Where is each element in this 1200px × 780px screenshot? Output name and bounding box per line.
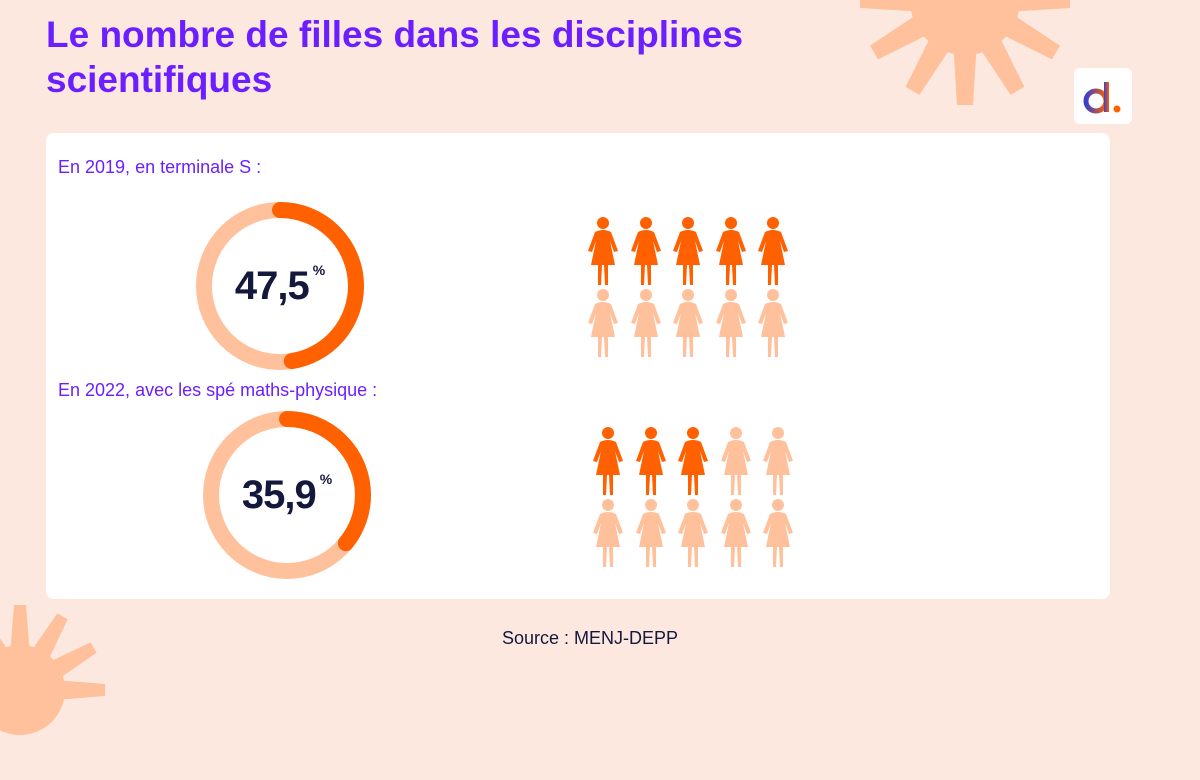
woman-icon-filled (678, 427, 708, 495)
woman-icon-filled (630, 217, 661, 285)
chart-card: En 2019, en terminale S : 47,5% En 2022,… (46, 133, 1110, 599)
donut-2022: 35,9% (201, 409, 373, 581)
label-2022: En 2022, avec les spé maths-physique : (58, 380, 378, 400)
woman-icon-empty (758, 289, 788, 357)
donut-svg (203, 411, 371, 579)
donut-2019: 47,5% (194, 200, 366, 372)
logo (1074, 68, 1132, 124)
woman-icon-filled (593, 427, 623, 495)
woman-icon-filled (635, 427, 666, 495)
pictogram-2019 (583, 215, 796, 359)
donut-unit: % (319, 471, 333, 487)
donut-value: 35,9 (241, 472, 317, 517)
woman-icon-empty (720, 499, 751, 567)
woman-icon-filled (588, 217, 618, 285)
woman-icon-empty (635, 499, 666, 567)
woman-icon-filled (673, 217, 703, 285)
woman-icon-empty (763, 427, 793, 495)
woman-icon-empty (678, 499, 708, 567)
woman-icon-filled (715, 217, 746, 285)
label-2019: En 2019, en terminale S : (58, 157, 262, 177)
woman-icon-empty (720, 427, 751, 495)
woman-icon-empty (763, 499, 793, 567)
woman-icon-empty (593, 499, 623, 567)
donut-unit: % (312, 262, 326, 278)
donut-value-arc (203, 411, 371, 579)
pictogram-2022 (588, 425, 801, 569)
donut-value: 47,5 (234, 263, 310, 308)
page-title: Le nombre de filles dans les disciplines… (46, 14, 744, 100)
woman-icon-filled (758, 217, 788, 285)
woman-icon-empty (673, 289, 703, 357)
source-note: Source : MENJ-DEPP (501, 628, 679, 648)
donut-value-arc (196, 202, 364, 370)
woman-icon-empty (630, 289, 661, 357)
woman-icon-empty (715, 289, 746, 357)
woman-icon-empty (588, 289, 618, 357)
decorative-burst-bottom (0, 605, 105, 735)
decorative-burst-top (860, 0, 1070, 105)
donut-svg (196, 202, 364, 370)
